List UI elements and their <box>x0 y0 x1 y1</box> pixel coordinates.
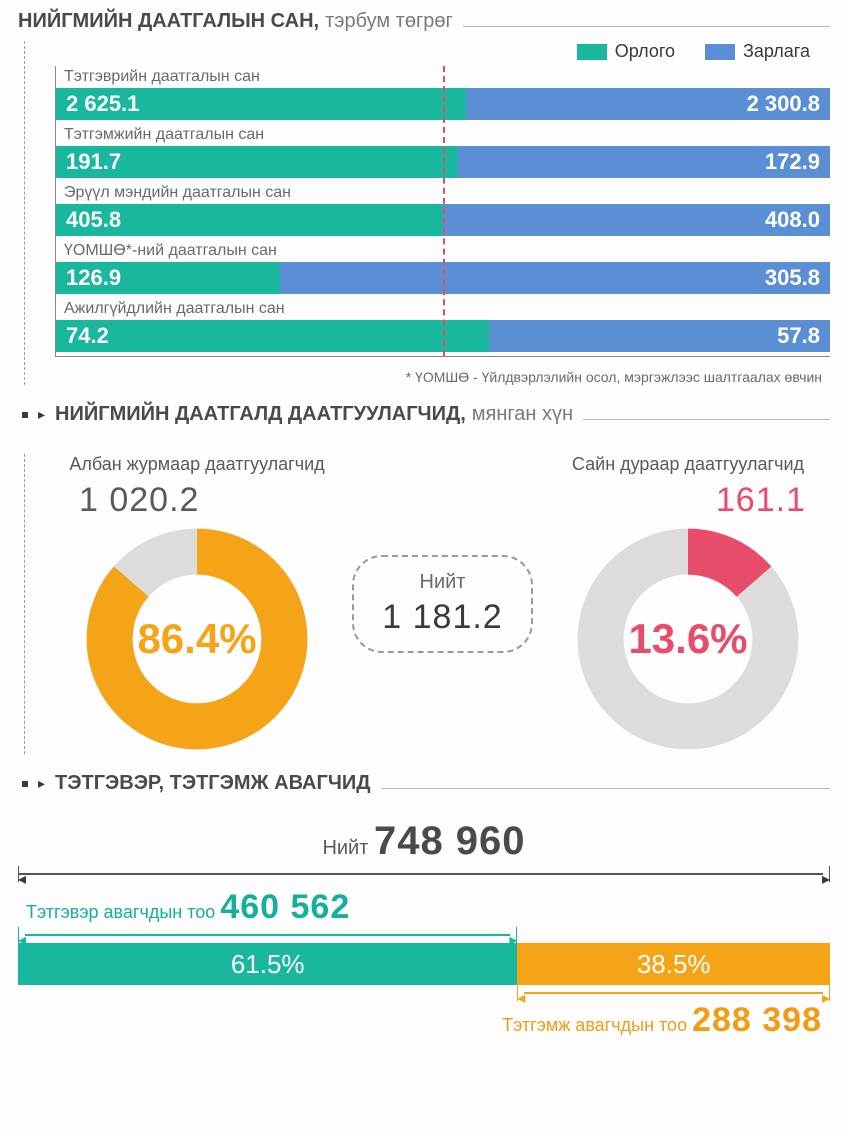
fund-chart: Тэтгэврийн даатгалын сан2 625.12 300.8Тэ… <box>55 66 830 357</box>
section2-title: НИЙГМИЙН ДААТГАЛД ДААТГУУЛАГЧИД, мянган … <box>55 403 830 426</box>
recipients-left-label: Тэтгэвэр авагчдын тоо <box>26 902 215 922</box>
dimension-right: ◂ ▸ <box>517 985 830 1001</box>
section3-title: ТЭТГЭВЭР, ТЭТГЭМЖ АВАГЧИД <box>55 772 830 795</box>
fund-expense-seg: 57.8 <box>489 320 830 352</box>
donut-right: Сайн дураар даатгуулагчид 161.1 13.6% <box>558 454 818 754</box>
donut-left-header: Албан журмаар даатгуулагчид <box>67 454 327 475</box>
section-funds: НИЙГМИЙН ДААТГАЛЫН САН, тэрбум төгрөг Ор… <box>18 10 830 385</box>
section3-title-bold: ТЭТГЭВЭР, ТЭТГЭМЖ АВАГЧИД <box>55 772 370 795</box>
section2-header-row: ▸ НИЙГМИЙН ДААТГАЛД ДААТГУУЛАГЧИД, мянга… <box>18 403 830 426</box>
footnote: * ҮОМШӨ - Үйлдвэрлэлийн осол, мэргэжлээс… <box>55 369 830 385</box>
recipients-right-label-row: Тэтгэмж авагчдын тоо 288 398 <box>18 1001 830 1040</box>
donut-right-value: 161.1 <box>558 481 818 520</box>
arrow-right-icon: ▸ <box>38 406 45 423</box>
donut-center-value: 1 181.2 <box>382 598 502 637</box>
fund-expense-seg: 408.0 <box>443 204 830 236</box>
bullet-dot-icon <box>22 781 28 787</box>
dimension-full: ◂ ▸ <box>18 866 830 882</box>
fund-income-seg: 2 625.1 <box>56 88 466 120</box>
donut-left-pct: 86.4% <box>82 524 312 754</box>
section1-title-light: тэрбум төгрөг <box>325 10 453 33</box>
recipients-left-value: 460 562 <box>220 888 350 926</box>
fund-income-seg: 405.8 <box>56 204 443 236</box>
dimension-left-wrap: ◂ ▸ <box>18 927 830 943</box>
donut-left-chart: 86.4% <box>82 524 312 754</box>
title-rule <box>583 419 830 420</box>
pct-seg-left: 61.5% <box>18 943 517 985</box>
donut-right-chart: 13.6% <box>573 524 803 754</box>
recipients-total-label: Нийт <box>322 837 368 859</box>
donut-right-header: Сайн дураар даатгуулагчид <box>558 454 818 475</box>
donut-left: Албан журмаар даатгуулагчид 1 020.2 86.4… <box>67 454 327 754</box>
donut-center: Нийт 1 181.2 <box>352 555 532 653</box>
bullet-dot-icon <box>22 412 28 418</box>
fund-income-seg: 191.7 <box>56 146 458 178</box>
fund-expense-seg: 305.8 <box>280 262 830 294</box>
swatch-expense <box>705 44 735 60</box>
section2-title-bold: НИЙГМИЙН ДААТГАЛД ДААТГУУЛАГЧИД, <box>55 403 466 426</box>
section2-body: Албан журмаар даатгуулагчид 1 020.2 86.4… <box>24 454 830 754</box>
fund-income-seg: 74.2 <box>56 320 489 352</box>
fund-expense-seg: 2 300.8 <box>466 88 830 120</box>
legend-expense: Зарлага <box>705 41 810 62</box>
dimension-right-wrap: ◂ ▸ <box>18 985 830 1001</box>
recipients-block: Нийт 748 960 ◂ ▸ Тэтгэвэр авагчдын тоо 4… <box>18 819 830 1040</box>
fund-income-seg: 126.9 <box>56 262 280 294</box>
donut-right-pct: 13.6% <box>573 524 803 754</box>
recipients-total-value: 748 960 <box>374 819 526 863</box>
recipients-pct-bar: 61.5% 38.5% <box>18 943 830 985</box>
recipients-right-value: 288 398 <box>692 1001 822 1039</box>
recipients-left-label-row: Тэтгэвэр авагчдын тоо 460 562 <box>18 888 830 927</box>
donut-left-value: 1 020.2 <box>67 481 327 520</box>
donut-center-label: Нийт <box>382 571 502 594</box>
donut-area: Албан журмаар даатгуулагчид 1 020.2 86.4… <box>55 454 830 754</box>
arrow-right-icon: ▸ <box>38 775 45 792</box>
pct-seg-right: 38.5% <box>517 943 830 985</box>
legend-expense-label: Зарлага <box>743 41 810 62</box>
legend-income-label: Орлого <box>615 41 675 62</box>
legend: Орлого Зарлага <box>55 41 830 62</box>
title-rule <box>463 26 830 27</box>
dimension-left: ◂ ▸ <box>18 927 517 943</box>
title-rule <box>381 788 831 789</box>
swatch-income <box>577 44 607 60</box>
section3-header-row: ▸ ТЭТГЭВЭР, ТЭТГЭМЖ АВАГЧИД <box>18 772 830 795</box>
section2-title-light: мянган хүн <box>472 403 573 426</box>
legend-income: Орлого <box>577 41 675 62</box>
section1-body: Орлого Зарлага Тэтгэврийн даатгалын сан2… <box>24 41 830 385</box>
fund-expense-seg: 172.9 <box>458 146 830 178</box>
recipients-right-label: Тэтгэмж авагчдын тоо <box>502 1015 687 1035</box>
section1-title-bold: НИЙГМИЙН ДААТГАЛЫН САН, <box>18 10 319 33</box>
divider-line <box>443 66 445 356</box>
recipients-total: Нийт 748 960 <box>18 819 830 864</box>
section1-title: НИЙГМИЙН ДААТГАЛЫН САН, тэрбум төгрөг <box>18 10 830 33</box>
